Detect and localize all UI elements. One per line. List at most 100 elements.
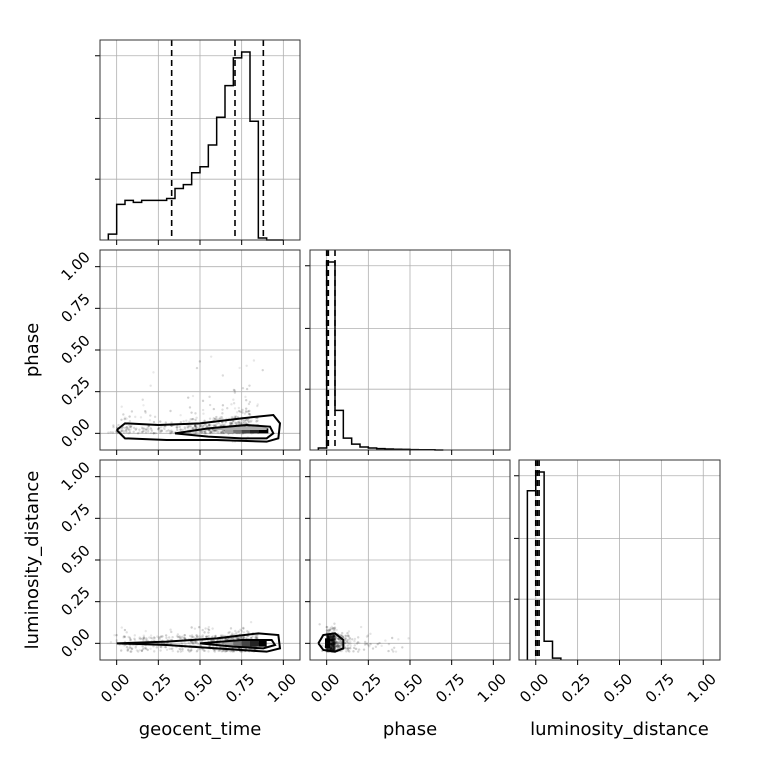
sample-point (193, 432, 197, 435)
sample-point (176, 633, 180, 636)
sample-point (332, 637, 335, 640)
sample-point (329, 646, 332, 649)
sample-point (211, 429, 215, 432)
sample-point (329, 634, 332, 638)
sample-point (332, 643, 335, 647)
sample-point (190, 640, 193, 643)
sample-point (231, 416, 234, 419)
sample-point (213, 424, 216, 428)
sample-point (186, 425, 189, 429)
sample-point (339, 639, 343, 643)
sample-point (195, 649, 199, 653)
sample-point (334, 645, 338, 649)
sample-point (344, 637, 347, 640)
sample-point (331, 645, 335, 648)
sample-point (214, 634, 217, 638)
x-tick-label: 0.50 (390, 670, 426, 706)
sample-point (236, 637, 240, 640)
sample-point (125, 430, 128, 433)
sample-point (248, 409, 251, 413)
sample-point (170, 630, 173, 634)
sample-point (338, 645, 341, 648)
sample-point (331, 647, 334, 650)
sample-point (332, 647, 335, 651)
contour-line (317, 632, 345, 653)
sample-point (332, 646, 336, 649)
sample-point (196, 635, 199, 639)
sample-point (242, 626, 245, 630)
sample-point (330, 625, 333, 628)
sample-point (223, 649, 226, 652)
sample-point (332, 628, 336, 631)
sample-point (333, 642, 336, 646)
sample-point (234, 421, 237, 424)
sample-point (147, 430, 150, 433)
sample-point (237, 421, 240, 425)
sample-point (151, 637, 154, 640)
sample-point (334, 637, 337, 640)
sample-point (209, 355, 213, 358)
sample-point (333, 648, 336, 651)
sample-point (333, 634, 336, 637)
sample-point (329, 635, 332, 639)
sample-point (204, 430, 207, 433)
sample-point (239, 636, 243, 639)
sample-point (332, 635, 336, 638)
sample-point (127, 427, 130, 430)
sample-point (328, 628, 332, 632)
sample-point (208, 395, 211, 399)
sample-point (345, 639, 348, 642)
x-tick-label: 0.50 (600, 670, 636, 706)
x-tick-label: 0.75 (642, 670, 678, 706)
sample-point (220, 650, 224, 653)
sample-point (326, 629, 330, 632)
sample-point (331, 634, 335, 638)
sample-point (122, 430, 125, 433)
sample-point (327, 635, 330, 638)
sample-point (214, 417, 217, 421)
sample-point (245, 407, 248, 410)
sample-point (337, 637, 341, 641)
sample-point (326, 631, 329, 634)
sample-point (339, 644, 343, 647)
sample-point (330, 637, 334, 640)
sample-point (243, 636, 246, 639)
sample-point (164, 425, 167, 428)
sample-point (332, 642, 335, 646)
sample-point (329, 647, 332, 651)
sample-point (138, 430, 141, 434)
sample-point (131, 647, 134, 650)
sample-point (193, 641, 197, 644)
sample-point (235, 422, 238, 425)
sample-point (237, 422, 241, 425)
sample-point (205, 425, 208, 428)
sample-point (125, 645, 129, 649)
sample-point (249, 419, 252, 423)
density-cell (233, 640, 242, 647)
sample-point (234, 415, 238, 418)
sample-point (202, 412, 205, 415)
scatter-geocent_time-luminosity_distance: 0.00 0.25 0.50 0.75 1.00geocent_time0.000.25… (22, 458, 301, 740)
sample-point (332, 641, 335, 644)
sample-point (329, 635, 332, 639)
sample-point (332, 627, 336, 630)
sample-point (189, 431, 193, 435)
sample-point (332, 639, 335, 643)
sample-point (141, 645, 144, 648)
sample-point (158, 429, 162, 432)
sample-point (221, 431, 224, 434)
sample-point (329, 634, 333, 638)
sample-point (126, 649, 129, 652)
sample-point (187, 649, 190, 652)
sample-point (191, 394, 195, 398)
sample-point (212, 424, 216, 428)
sample-point (333, 641, 337, 644)
sample-point (342, 636, 345, 639)
sample-point (201, 634, 204, 637)
sample-point (127, 428, 131, 432)
sample-point (127, 432, 130, 435)
sample-point (196, 636, 199, 639)
sample-point (201, 426, 204, 429)
sample-point (333, 647, 336, 650)
sample-point (126, 648, 129, 652)
